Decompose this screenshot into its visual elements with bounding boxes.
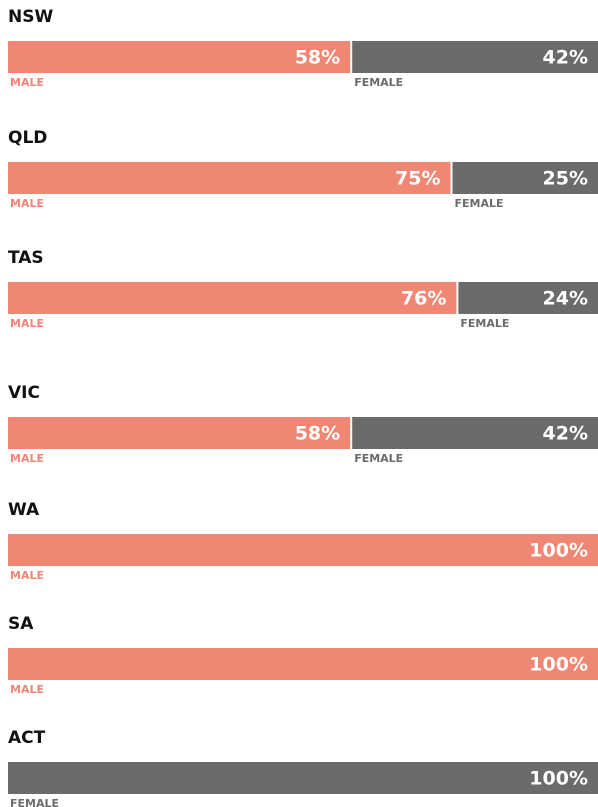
value-label: 42% [543, 423, 588, 445]
segment-label: MALE [10, 76, 44, 89]
value-label: 58% [295, 47, 340, 69]
segment-label: MALE [10, 569, 44, 582]
bar-segment [8, 417, 351, 449]
segment-label: FEMALE [354, 452, 403, 465]
value-label: 25% [543, 168, 588, 190]
value-label: 75% [395, 168, 440, 190]
row-title: NSW [8, 7, 53, 27]
row-title: SA [8, 614, 34, 634]
row-title: QLD [8, 128, 47, 148]
value-label: 42% [543, 47, 588, 69]
bar-segment [458, 282, 598, 314]
value-label: 58% [295, 423, 340, 445]
bar-segment [8, 762, 598, 794]
bar-segment [8, 162, 451, 194]
segment-label: MALE [10, 197, 44, 210]
segment-label: FEMALE [354, 76, 403, 89]
bar-segment [452, 162, 598, 194]
value-label: 100% [529, 768, 588, 790]
row-title: TAS [8, 248, 44, 268]
value-label: 24% [543, 288, 588, 310]
bar-segment [352, 417, 598, 449]
row-title: VIC [8, 383, 40, 403]
segment-label: MALE [10, 452, 44, 465]
value-label: 76% [401, 288, 446, 310]
segment-label: MALE [10, 317, 44, 330]
row-title: ACT [8, 728, 46, 748]
value-label: 100% [529, 540, 588, 562]
bar-segment [8, 282, 457, 314]
bar-segment [352, 41, 598, 73]
bar-segment [8, 534, 598, 566]
segment-label: MALE [10, 683, 44, 696]
value-label: 100% [529, 654, 588, 676]
segment-label: FEMALE [455, 197, 504, 210]
segment-label: FEMALE [10, 797, 59, 807]
segment-label: FEMALE [460, 317, 509, 330]
bar-segment [8, 41, 351, 73]
bar-segment [8, 648, 598, 680]
row-title: WA [8, 500, 40, 520]
